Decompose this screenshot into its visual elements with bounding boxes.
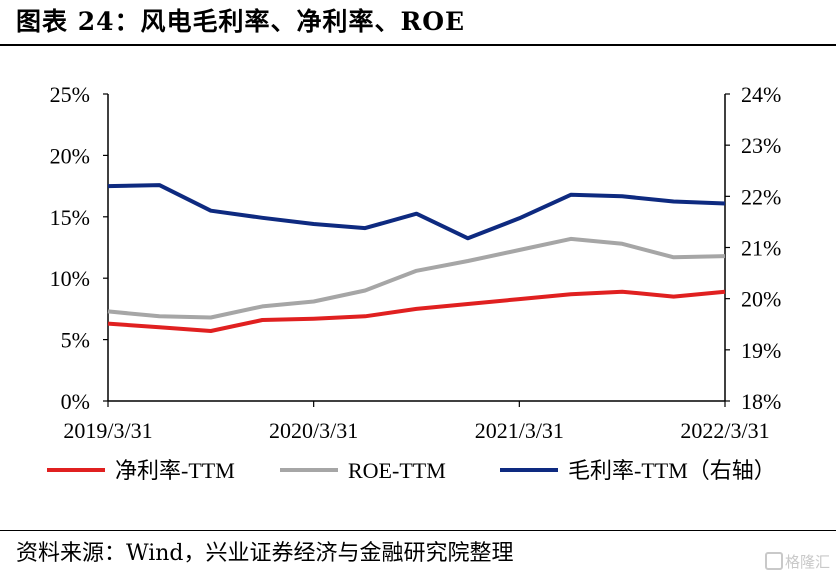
x-tick-label: 2020/3/31	[269, 418, 358, 443]
right-tick-label: 20%	[741, 287, 781, 312]
source-note: 资料来源：Wind，兴业证券经济与金融研究院整理	[16, 541, 514, 566]
right-tick-label: 23%	[741, 133, 781, 158]
x-tick-label: 2021/3/31	[475, 418, 564, 443]
axes: 0% 5% 10% 15% 20% 25% 18% 19% 20% 21% 22% 23% 24% 201…	[50, 82, 782, 443]
right-tick-label: 24%	[741, 82, 781, 107]
series-lines	[107, 183, 726, 333]
right-tick-label: 21%	[741, 236, 781, 261]
title-rule	[0, 44, 836, 46]
watermark-logo-icon	[764, 552, 783, 570]
series-line	[107, 183, 726, 241]
legend-label: 净利率-TTM	[115, 458, 235, 483]
figure-title: 图表 24：风电毛利率、净利率、ROE	[16, 7, 466, 36]
left-tick-label: 15%	[50, 205, 90, 230]
x-tick-label: 2022/3/31	[680, 418, 769, 443]
right-tick-label: 18%	[741, 389, 781, 414]
legend: 净利率-TTM ROE-TTM 毛利率-TTM（右轴）	[47, 458, 776, 483]
left-tick-label: 5%	[61, 328, 90, 353]
left-tick-label: 0%	[61, 389, 90, 414]
legend-label: 毛利率-TTM（右轴）	[568, 458, 776, 483]
left-tick-label: 10%	[50, 266, 90, 291]
right-tick-label: 19%	[741, 338, 781, 363]
series-line	[107, 289, 726, 333]
x-tick-label: 2019/3/31	[63, 418, 152, 443]
watermark: 格隆汇	[764, 551, 830, 572]
left-tick-label: 25%	[50, 82, 90, 107]
dual-axis-line-chart: 0% 5% 10% 15% 20% 25% 18% 19% 20% 21% 22% 23% 24% 201…	[47, 82, 782, 483]
series-line	[107, 236, 726, 320]
right-tick-label: 22%	[741, 184, 781, 209]
watermark-text: 格隆汇	[784, 553, 830, 571]
source-rule	[0, 530, 836, 531]
left-tick-label: 20%	[50, 143, 90, 168]
legend-label: ROE-TTM	[348, 458, 446, 483]
